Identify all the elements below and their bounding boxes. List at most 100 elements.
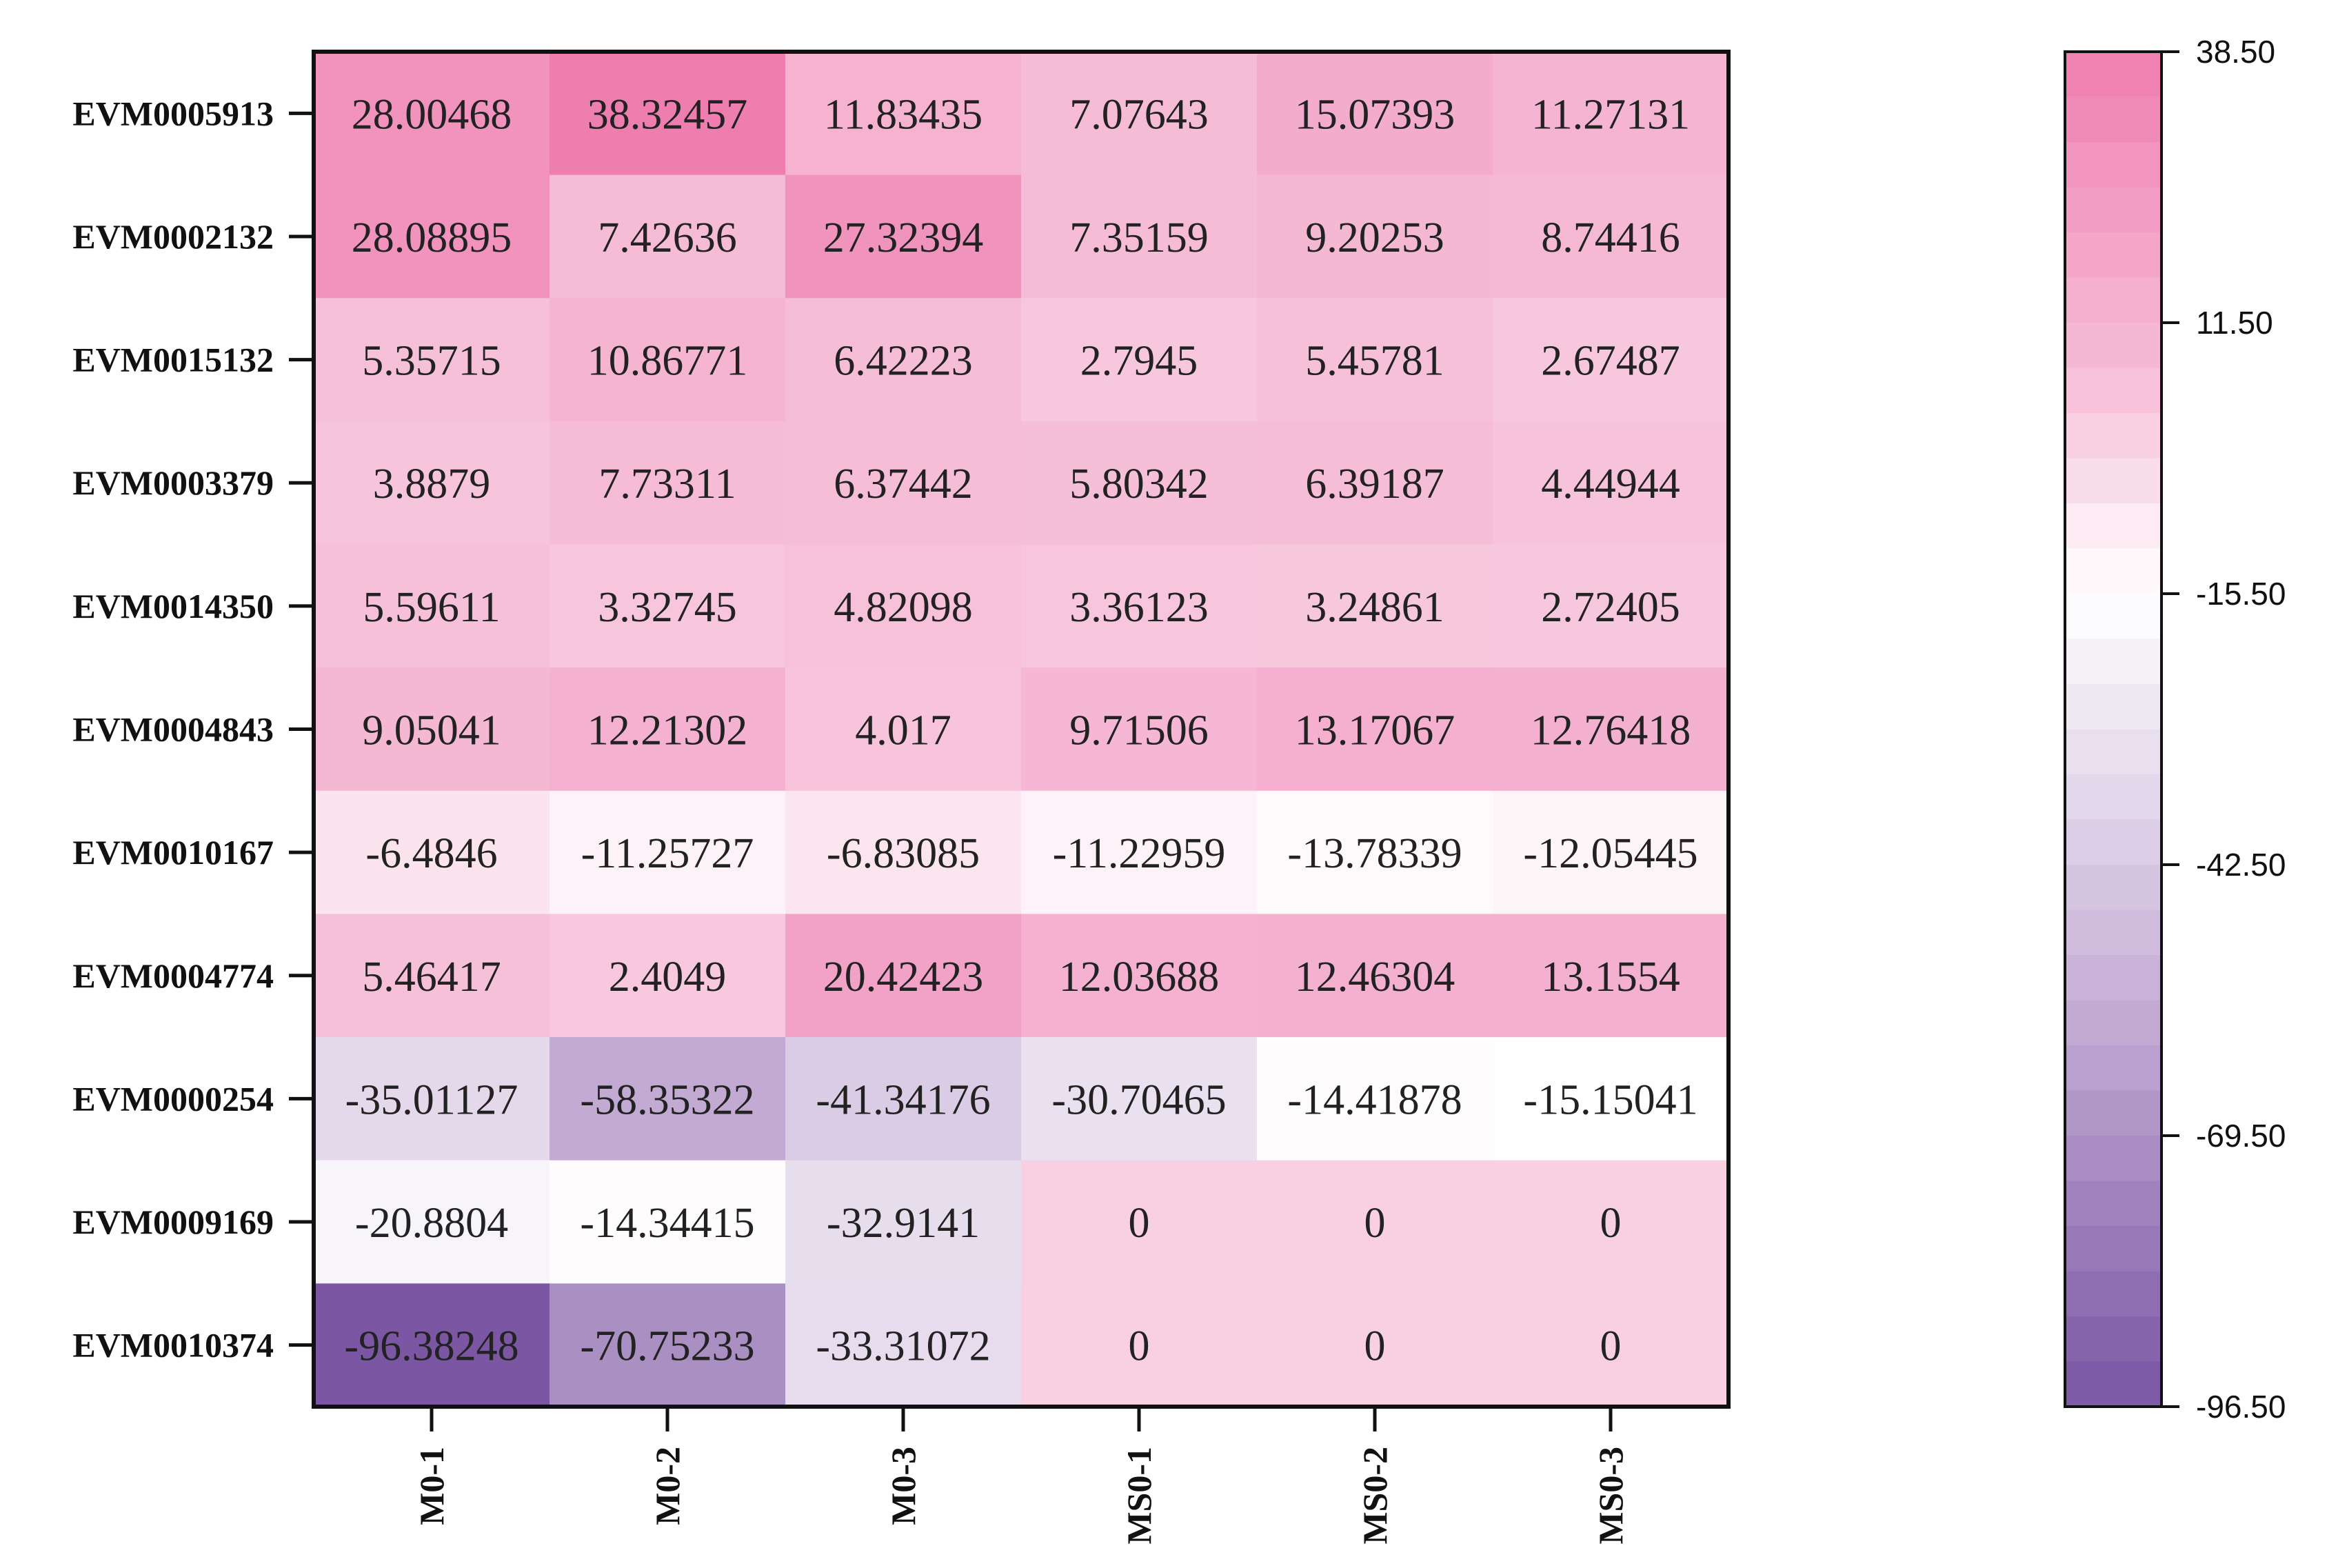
heatmap-cell [314,914,550,1038]
colorbar-step [2065,187,2161,233]
heatmap-cell [1257,298,1493,422]
heatmap-cell [1021,790,1258,914]
heatmap-cell [1493,298,1729,422]
heatmap-cell [314,174,550,299]
heatmap-cell [1257,544,1493,668]
heatmap-cell [1493,1037,1729,1161]
heatmap-cell [1257,1160,1493,1284]
row-label: EVM0010167 [72,833,274,872]
heatmap-cell [1257,52,1493,176]
colorbar-tick-label: -96.50 [2196,1389,2286,1425]
colorbar-step [2065,548,2161,594]
heatmap-cell [785,1283,1022,1407]
cell-value-label: 0 [1364,1323,1386,1370]
row-label: EVM0014350 [72,587,274,625]
cell-value-label: -30.70465 [1051,1076,1226,1123]
cell-value-label: 4.82098 [834,584,973,631]
heatmap-cell [1257,1283,1493,1407]
heatmap-cell [785,790,1022,914]
cell-value-label: -32.9141 [827,1200,980,1247]
heatmap-cell [1021,52,1258,176]
cell-value-label: 0 [1600,1200,1622,1247]
cell-value-label: 11.27131 [1531,91,1690,138]
cell-value-label: 7.07643 [1069,91,1209,138]
heatmap-cell [1021,544,1258,668]
heatmap-cell [550,1283,786,1407]
column-label: MS0-1 [1120,1447,1158,1545]
heatmap-cell [1021,914,1258,1038]
cell-value-label: 2.67487 [1541,338,1680,385]
colorbar-ticks: 38.50 11.50 -15.50 -42.50 -69.50 -96.50 [2161,34,2286,1425]
cell-value-label: 12.03688 [1059,954,1220,1001]
cell-value-label: 0 [1600,1323,1622,1370]
heatmap-cell [550,174,786,299]
cell-value-label: -6.4846 [365,830,497,877]
cell-value-label: -33.31072 [816,1323,990,1370]
cell-value-label: -58.35322 [580,1076,754,1123]
colorbar-step [2065,277,2161,323]
column-label: MS0-2 [1356,1447,1394,1545]
cell-value-label: 0 [1129,1200,1150,1247]
cell-value-label: 11.83435 [824,91,982,138]
heatmap-cell [1257,790,1493,914]
colorbar-step [2065,1000,2161,1046]
heatmap-cell [1493,1160,1729,1284]
cell-value-label: 8.74416 [1541,214,1680,261]
heatmap-cell [1257,421,1493,545]
column-label: M0-2 [648,1447,687,1525]
colorbar-step [2065,955,2161,1001]
heatmap-cell [1257,1037,1493,1161]
heatmap-cell [1493,421,1729,545]
heatmap-cell [550,667,786,792]
cell-value-label: 7.73311 [598,461,736,507]
colorbar-step [2065,1136,2161,1182]
colorbar-step [2065,323,2161,369]
heatmap-cell [314,667,550,792]
colorbar [2065,52,2161,1407]
cell-value-label: 5.45781 [1305,338,1444,385]
colorbar-step [2065,1316,2161,1363]
heatmap-cell [785,544,1022,668]
heatmap-cell [550,1037,786,1161]
heatmap-cell [314,1160,550,1284]
cell-value-label: 20.42423 [823,954,984,1001]
heatmap-cell [1257,174,1493,299]
colorbar-step [2065,1226,2161,1272]
heatmap-cell [1257,667,1493,792]
cell-value-label: 28.00468 [352,91,512,138]
heatmap-cell [785,421,1022,545]
heatmap-cell [1493,790,1729,914]
cell-value-label: 2.4049 [609,954,727,1001]
row-label: EVM0002132 [72,217,274,256]
row-label: EVM0004843 [72,710,274,749]
heatmap-cell [1493,174,1729,299]
heatmap-cell [1021,174,1258,299]
cell-value-label: 38.32457 [587,91,748,138]
cell-value-label: 7.42636 [598,214,737,261]
cell-value-label: 3.32745 [598,584,737,631]
heatmap-cell [550,298,786,422]
heatmap-cell [1021,1037,1258,1161]
cell-value-label: -13.78339 [1287,830,1462,877]
cell-value-label: 0 [1364,1200,1386,1247]
heatmap-cell [1493,52,1729,176]
heatmap-cell [1493,914,1729,1038]
heatmap-cells: 28.00468 38.32457 11.83435 7.07643 15.07393 1… [314,52,1729,1407]
heatmap-cell [1021,1283,1258,1407]
heatmap-cell [550,421,786,545]
row-label: EVM0015132 [72,341,274,379]
colorbar-step [2065,232,2161,279]
colorbar-step [2065,774,2161,821]
column-labels: M0-1 M0-2 M0-3 MS0-1 MS0-2 MS0-3 [412,1407,1630,1545]
colorbar-step [2065,819,2161,865]
cell-value-label: -11.25727 [581,830,754,877]
cell-value-label: 5.35715 [362,338,501,385]
heatmap-cell [314,52,550,176]
heatmap-cell [550,914,786,1038]
cell-value-label: 4.017 [855,707,951,754]
cell-value-label: 12.21302 [587,707,748,754]
colorbar-step [2065,368,2161,414]
heatmap-cell [1257,914,1493,1038]
row-label: EVM0010374 [72,1326,274,1365]
